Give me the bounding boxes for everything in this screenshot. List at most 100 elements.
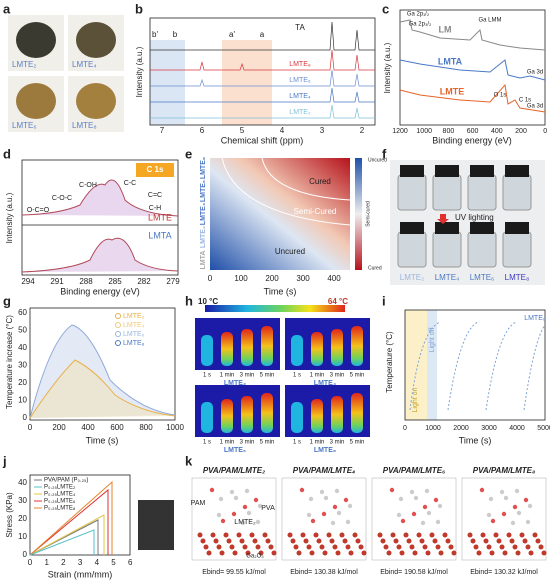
note: Light off (429, 328, 436, 353)
atom (355, 538, 361, 544)
atom (342, 538, 348, 544)
tick-label: 600 (110, 423, 124, 432)
tick-label: 800 (139, 423, 153, 432)
atom (514, 488, 520, 494)
stress-plot (29, 474, 174, 556)
time-label: 5 min (350, 440, 365, 446)
sample-label: LMTE₈ (72, 121, 97, 130)
atom (310, 518, 316, 524)
atom (390, 532, 396, 538)
label: Intensity (a.u.) (135, 46, 144, 97)
atom (308, 496, 314, 502)
cure-map (210, 157, 362, 270)
tick-label: 285 (108, 277, 122, 286)
atom (216, 512, 222, 518)
label: Chemical shift (ppm) (221, 135, 304, 145)
legend-marker (115, 322, 121, 328)
atom (425, 550, 431, 556)
atom (361, 550, 367, 556)
atom (445, 538, 451, 544)
arrow-label: UV lighting (455, 213, 494, 222)
atom (409, 489, 415, 495)
atom (321, 511, 327, 517)
atom (322, 550, 328, 556)
peak-label: TA (295, 23, 305, 32)
atom (358, 544, 364, 550)
atom (246, 510, 252, 516)
panel-label: c (382, 1, 389, 16)
atom (399, 550, 405, 556)
atom (420, 520, 426, 526)
panel-label: f (382, 146, 387, 161)
peak-label: O 1s (494, 93, 507, 99)
atom (496, 538, 502, 544)
legend-label: P₀.₂₅LMTE₄ (44, 492, 76, 498)
legend-label: LMTE₆ (123, 331, 145, 338)
atom (406, 538, 412, 544)
atom (480, 532, 486, 538)
atom (438, 550, 444, 556)
label: Intensity (a.u.) (5, 192, 14, 243)
tick-label: 1000 (416, 128, 432, 135)
atom (433, 497, 439, 503)
atom (416, 532, 422, 538)
time-label: 3 min (240, 440, 255, 446)
atom (197, 532, 203, 538)
series-label: LMTE₆ (289, 77, 311, 84)
tick-label: 20 (18, 378, 27, 387)
tick-label: 400 (491, 128, 503, 135)
atom (476, 550, 482, 556)
tick-label: 200 (265, 274, 279, 283)
tick-label: 20 (18, 514, 27, 523)
atom (493, 532, 499, 538)
energy-label: Ebind= 130.32 kJ/mol (470, 569, 538, 576)
label: Time (s) (264, 286, 297, 296)
tick-label: 600 (467, 128, 479, 135)
tick-label: 5000 (537, 425, 550, 432)
legend-label: LMTE₂ (123, 313, 145, 320)
tick-label: 100 (234, 274, 248, 283)
atom (442, 532, 448, 538)
atom (262, 532, 268, 538)
atom (403, 532, 409, 538)
label: Time (s) (86, 435, 119, 445)
atom (386, 550, 392, 556)
nmr-plot (149, 17, 376, 126)
panel-label: j (2, 453, 7, 468)
ir-tube (351, 393, 363, 433)
part-label: Ga₂O₃ (246, 554, 264, 560)
ir-tube (261, 393, 273, 433)
atom (389, 487, 395, 493)
atom (437, 503, 443, 509)
tick-label: 60 (18, 308, 27, 317)
atom (393, 538, 399, 544)
panel-label: a (3, 1, 11, 16)
atom (232, 550, 238, 556)
atom (541, 550, 547, 556)
note: Light on (412, 387, 419, 412)
time-label: 1 s (203, 373, 211, 379)
atom (516, 510, 522, 516)
peak-label: C-H (149, 205, 161, 212)
row-label: LMTE₈ (200, 157, 207, 179)
tick-label: 400 (81, 423, 95, 432)
atom (488, 496, 494, 502)
md-box (191, 477, 277, 561)
tick-label: 200 (52, 423, 66, 432)
atom (229, 489, 235, 495)
atom (296, 550, 302, 556)
atom (245, 550, 251, 556)
atom (532, 532, 538, 538)
series-label: LMTE₂ (289, 109, 311, 116)
legend-marker (115, 313, 121, 319)
tick-label: 10 (18, 396, 27, 405)
panel-label: i (382, 293, 386, 308)
atom (398, 496, 404, 502)
panel-label: h (185, 293, 193, 308)
ir-tube (221, 399, 233, 433)
panel-label: g (3, 293, 11, 308)
time-label: 3 min (240, 373, 255, 379)
atom (528, 550, 534, 556)
atom (396, 512, 402, 518)
atom (489, 550, 495, 556)
